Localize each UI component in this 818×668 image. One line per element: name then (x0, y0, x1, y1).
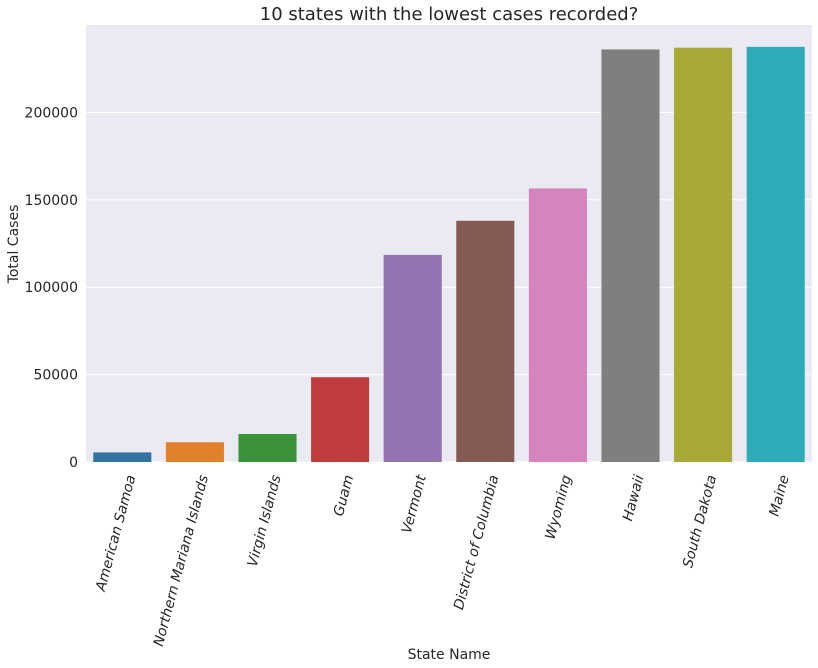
x-tick-label: Guam (331, 473, 357, 518)
x-tick-label: Maine (766, 473, 792, 518)
x-tick-label: Virgin Islands (245, 473, 285, 568)
x-tick-label: Northern Mariana Islands (151, 473, 212, 648)
bar (238, 434, 297, 462)
bar (528, 188, 587, 463)
bar (674, 47, 733, 462)
y-axis-label: Total Cases (6, 205, 22, 285)
y-tick-label: 0 (69, 455, 78, 471)
y-tick-label: 200000 (25, 105, 78, 121)
y-tick-label: 100000 (25, 280, 78, 296)
bar (601, 49, 660, 463)
bar (383, 254, 442, 462)
x-tick-labels: American Samoa Northern Mariana Islands Vi… (93, 473, 793, 648)
x-tick-label: South Dakota (680, 473, 720, 569)
bar (456, 220, 515, 462)
bar (93, 452, 152, 462)
x-tick-label: Vermont (399, 473, 430, 535)
x-tick-label: District of Columbia (451, 473, 502, 611)
bar (165, 442, 224, 462)
y-tick-label: 150000 (25, 193, 78, 209)
chart-title: 10 states with the lowest cases recorded… (260, 4, 639, 25)
bar (746, 46, 805, 462)
bar (311, 377, 370, 462)
x-tick-label: American Samoa (93, 473, 140, 593)
y-tick-labels: 0 50000 100000 150000 200000 (25, 105, 78, 471)
bars (93, 46, 805, 463)
y-tick-label: 50000 (33, 368, 78, 384)
x-axis-label: State Name (408, 647, 491, 663)
x-tick-label: Wyoming (542, 473, 575, 541)
x-tick-label: Hawaii (620, 473, 648, 523)
